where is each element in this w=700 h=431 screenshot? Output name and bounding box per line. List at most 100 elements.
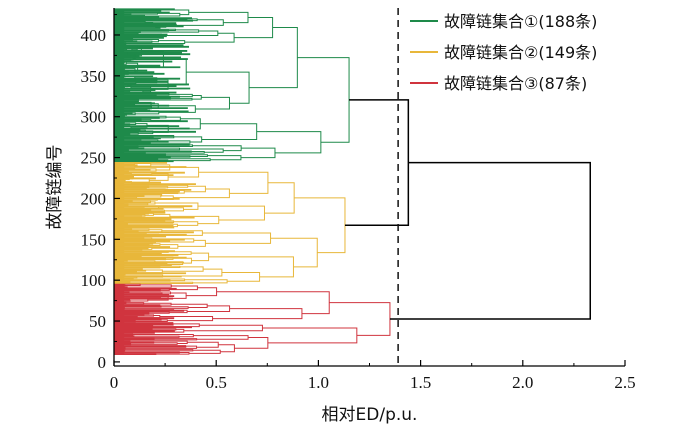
y-tick-label: 350 (81, 67, 107, 86)
branch-link (114, 349, 194, 352)
branch-link (179, 148, 224, 153)
branch-link (168, 93, 193, 98)
y-tick-label: 200 (81, 189, 107, 208)
branch-link (114, 148, 129, 151)
x-axis-label: 相对ED/p.u. (322, 405, 418, 425)
branch-link (114, 145, 139, 148)
branch-link (114, 15, 160, 18)
branch-link (171, 303, 208, 309)
branch-link (114, 335, 135, 338)
branch-link (140, 29, 200, 33)
branch-link (114, 209, 165, 213)
branch-link (114, 293, 170, 296)
branch-link (114, 341, 155, 344)
branch-link (136, 101, 155, 104)
branch-link (165, 189, 185, 194)
branch-link (216, 291, 330, 315)
branch-link (127, 52, 136, 59)
branch-link (114, 242, 154, 245)
branch-link (256, 131, 322, 154)
branch-link (186, 71, 250, 104)
branch-link (153, 213, 171, 219)
branch-link (114, 143, 190, 146)
branch-link (114, 353, 157, 356)
branch-link (129, 176, 134, 180)
branch-link (114, 155, 191, 158)
branch-link (114, 94, 157, 96)
branch-link (329, 302, 391, 336)
x-tick-label: 2.5 (614, 373, 635, 392)
branch-link (294, 197, 346, 254)
branch-link (114, 211, 166, 214)
branch-link (114, 190, 180, 193)
branch-link (114, 8, 175, 11)
branch-link (114, 302, 145, 305)
branch-link (114, 349, 126, 352)
branch-link (133, 278, 186, 282)
branch-link (183, 324, 263, 332)
branch-link (114, 76, 180, 80)
y-tick-label: 300 (81, 108, 107, 127)
branch-link (114, 295, 174, 298)
branch-link (114, 273, 126, 276)
branch-link (120, 77, 157, 81)
branch-link (114, 207, 164, 210)
branch-link (114, 123, 131, 126)
branch-link (114, 135, 175, 137)
branch-link (114, 278, 134, 280)
branch-link (114, 323, 174, 326)
branch-link (114, 200, 133, 203)
branch-link (184, 185, 206, 193)
branch-link (114, 209, 152, 212)
branch-link (114, 170, 129, 172)
branch-link (114, 224, 174, 227)
branch-link (173, 188, 230, 199)
branch-link (114, 266, 161, 269)
branch-link (114, 325, 192, 328)
branch-link (114, 142, 151, 145)
branch-link (114, 112, 133, 114)
branch-link (114, 32, 167, 36)
y-tick-label: 400 (81, 26, 107, 45)
branch-link (198, 171, 269, 194)
branch-link (114, 287, 177, 290)
branch-link (158, 105, 196, 113)
branch-link (114, 38, 134, 41)
branch-link (188, 349, 221, 354)
branch-link (114, 29, 170, 32)
branch-link (114, 200, 152, 204)
branch-link (168, 166, 200, 178)
branch-link (114, 61, 172, 64)
branch-link (114, 136, 161, 139)
branch-link (138, 33, 162, 38)
branch-link (114, 331, 155, 334)
axes: 0 0.5 1.0 1.5 2.0 2.5 0 50 100 150 200 250 300 350 400 (81, 8, 636, 392)
branch-link (114, 40, 153, 43)
branch-link (114, 9, 162, 12)
branch-link (114, 36, 164, 39)
branch-link (130, 123, 148, 128)
branch-link (249, 27, 298, 89)
branch-link (168, 118, 201, 130)
branch-link (114, 212, 165, 215)
branch-link (135, 319, 168, 322)
branch-link (141, 246, 170, 250)
branch-link (114, 263, 172, 266)
branch-link (114, 157, 159, 160)
branch-link (114, 337, 155, 340)
branch-link (114, 258, 167, 261)
branch-link (130, 45, 138, 51)
branch-link (114, 335, 180, 338)
branch-link (150, 79, 169, 90)
branch-link (114, 195, 145, 199)
branch-link (153, 135, 175, 139)
branch-link (114, 185, 150, 188)
branch-link (200, 123, 258, 140)
branch-link (138, 130, 154, 135)
branch-link (114, 312, 150, 315)
branch-link (114, 164, 138, 167)
branch-link (191, 95, 202, 100)
branch-link (152, 23, 167, 28)
branch-link (130, 56, 134, 61)
